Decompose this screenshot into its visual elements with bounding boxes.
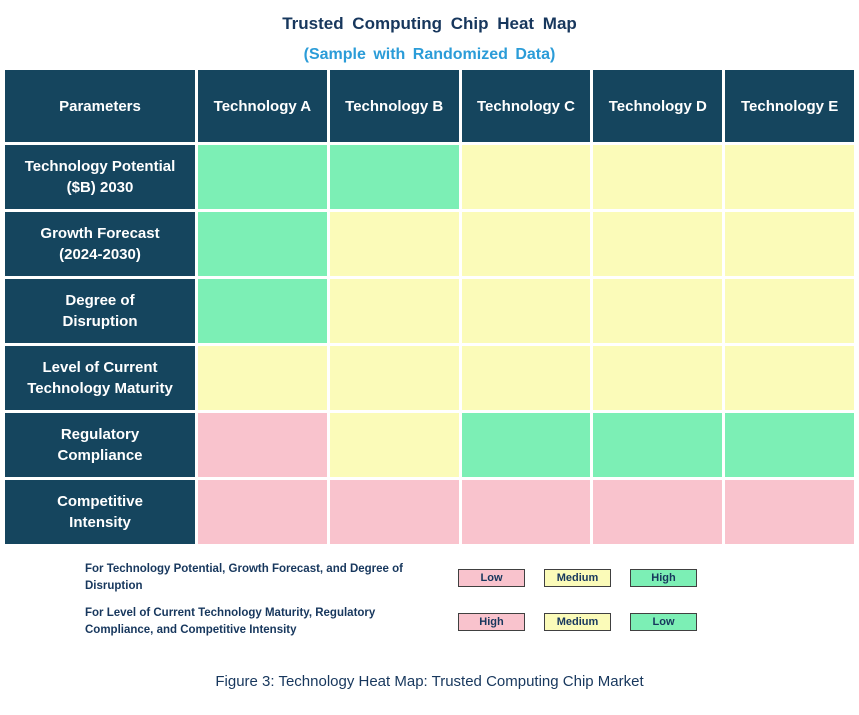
heatmap-cell: [461, 212, 591, 276]
row-label-competitive-intensity: Competitive Intensity: [5, 480, 195, 544]
heatmap-cell: [198, 145, 327, 209]
heatmap-cell: [461, 413, 591, 477]
chart-title: Trusted Computing Chip Heat Map: [282, 14, 577, 33]
column-header-technology-a: Technology A: [198, 70, 327, 142]
heatmap-cell: [329, 145, 459, 209]
heatmap-cell: [461, 279, 591, 343]
row-label-growth-forecast: Growth Forecast (2024-2030): [5, 212, 195, 276]
column-header-technology-e: Technology E: [725, 70, 854, 142]
column-header-technology-d: Technology D: [593, 70, 723, 142]
heatmap-cell: [198, 413, 327, 477]
heatmap-cell: [725, 212, 854, 276]
heatmap-cell: [725, 413, 854, 477]
legend-description: For Level of Current Technology Maturity…: [85, 606, 376, 636]
legend-row-potential-scale: For Technology Potential, Growth Forecas…: [85, 561, 859, 596]
heatmap-cell: [593, 346, 723, 410]
legend-swatches: Low Medium High: [458, 569, 697, 588]
heatmap-cell: [198, 346, 327, 410]
column-header-parameters: Parameters: [5, 70, 195, 142]
heatmap-cell: [329, 346, 459, 410]
heatmap-cell: [461, 346, 591, 410]
figure-caption: Figure 3: Technology Heat Map: Trusted C…: [215, 673, 644, 690]
legend-swatch-low: Low: [630, 612, 697, 631]
row-label-regulatory-compliance: Regulatory Compliance: [5, 413, 195, 477]
legend-swatches: High Medium Low: [458, 612, 697, 631]
heatmap-cell: [198, 212, 327, 276]
legend-swatch-low: Low: [458, 569, 525, 588]
heatmap-table: Parameters Technology A Technology B Tec…: [2, 67, 857, 547]
legend-description: For Technology Potential, Growth Forecas…: [85, 563, 403, 593]
heatmap-cell: [329, 480, 459, 544]
heatmap-cell: [725, 480, 854, 544]
table-row: Technology Potential ($B) 2030: [5, 145, 854, 209]
table-row: Growth Forecast (2024-2030): [5, 212, 854, 276]
heatmap-cell: [593, 279, 723, 343]
legend-swatch-high: High: [458, 612, 525, 631]
row-label-technology-potential: Technology Potential ($B) 2030: [5, 145, 195, 209]
heatmap-cell: [329, 413, 459, 477]
legend-swatch-medium: Medium: [544, 569, 611, 588]
heatmap-cell: [593, 480, 723, 544]
heatmap-cell: [461, 480, 591, 544]
heatmap-cell: [725, 279, 854, 343]
heatmap-cell: [329, 279, 459, 343]
heatmap-cell: [725, 346, 854, 410]
heatmap-cell: [198, 279, 327, 343]
table-row: Competitive Intensity: [5, 480, 854, 544]
row-label-degree-of-disruption: Degree of Disruption: [5, 279, 195, 343]
heatmap-cell: [725, 145, 854, 209]
row-label-technology-maturity: Level of Current Technology Maturity: [5, 346, 195, 410]
heatmap-cell: [329, 212, 459, 276]
header-row: Parameters Technology A Technology B Tec…: [5, 70, 854, 142]
chart-subtitle: (Sample with Randomized Data): [303, 46, 556, 63]
heatmap-cell: [593, 145, 723, 209]
table-row: Regulatory Compliance: [5, 413, 854, 477]
legend: For Technology Potential, Growth Forecas…: [85, 561, 859, 639]
heatmap-cell: [593, 212, 723, 276]
heatmap-cell: [198, 480, 327, 544]
legend-row-maturity-scale: For Level of Current Technology Maturity…: [85, 605, 859, 640]
column-header-technology-c: Technology C: [461, 70, 591, 142]
column-header-technology-b: Technology B: [329, 70, 459, 142]
table-row: Level of Current Technology Maturity: [5, 346, 854, 410]
table-row: Degree of Disruption: [5, 279, 854, 343]
heatmap-cell: [461, 145, 591, 209]
legend-swatch-high: High: [630, 569, 697, 588]
legend-swatch-medium: Medium: [544, 612, 611, 631]
heatmap-cell: [593, 413, 723, 477]
